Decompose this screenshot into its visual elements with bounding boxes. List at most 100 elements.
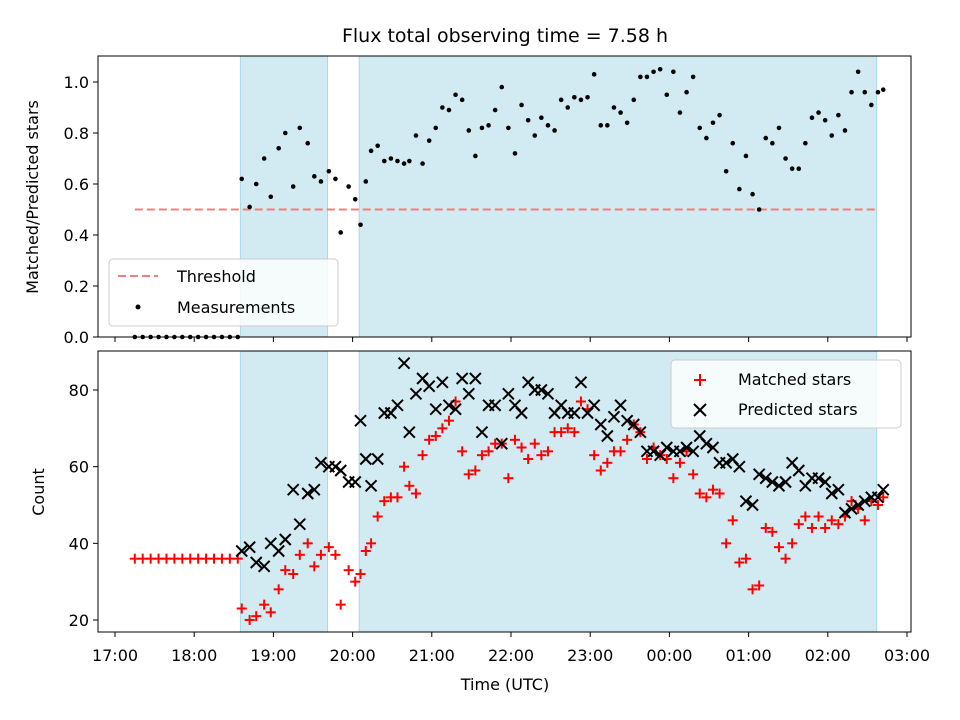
matched-star-point: [516, 442, 527, 453]
measurement-point: [426, 138, 432, 143]
matched-star-point: [476, 450, 487, 461]
matched-star-point: [273, 584, 284, 595]
predicted-star-point: [838, 506, 852, 519]
matched-star-point: [265, 607, 276, 618]
y-tick-label: 0.6: [64, 175, 89, 194]
measurement-point: [624, 120, 630, 126]
measurement-point: [375, 143, 380, 149]
x-b: [766, 475, 779, 489]
matched-star-point: [688, 469, 699, 480]
measurement-point: [717, 112, 722, 118]
x-b: [301, 487, 314, 500]
measurement-point: [552, 128, 557, 133]
measurement-point: [644, 74, 650, 80]
top-shaded-intervals: [239, 55, 878, 338]
predicted-stars-points: [235, 356, 890, 573]
x-b: [416, 372, 429, 385]
x-b: [601, 429, 614, 443]
matched-star-point: [820, 523, 831, 533]
measurement-point: [326, 168, 332, 174]
x-b: [475, 425, 489, 439]
measurement-point: [803, 140, 808, 146]
predicted-star-point: [772, 479, 786, 493]
measurement-point: [697, 125, 703, 131]
measurement-point: [816, 110, 821, 115]
top-y-axis-label: Matched/Predicted stars: [23, 100, 42, 294]
matched-star-point: [562, 423, 573, 434]
matched-star-point: [288, 569, 299, 579]
matched-star-point: [315, 549, 326, 560]
x-b: [462, 387, 475, 401]
x-b: [614, 399, 627, 412]
x-b: [627, 418, 640, 431]
matched-star-point: [503, 473, 514, 484]
matched-star-point: [470, 465, 481, 476]
x-b: [845, 502, 858, 516]
x-b: [541, 387, 555, 401]
x-b: [772, 479, 786, 493]
predicted-star-point: [594, 418, 607, 431]
matched-star-point: [878, 492, 889, 503]
predicted-star-point: [871, 491, 885, 504]
matched-star-point: [589, 450, 600, 461]
top-legend: Threshold Measurements: [108, 258, 339, 327]
matched-star-point: [793, 519, 804, 530]
matched-star-point: [721, 538, 732, 549]
matched-star-point: [754, 580, 765, 591]
predicted-star-point: [877, 483, 890, 496]
x-b: [759, 471, 772, 485]
predicted-star-point: [495, 437, 508, 450]
measurement-point: [381, 158, 387, 164]
measurement-point: [651, 69, 656, 75]
y-tick-label: 80: [69, 381, 89, 400]
measurement-point: [312, 174, 317, 179]
x-b: [403, 425, 416, 439]
predicted-star-point: [779, 475, 792, 489]
matched-star-point: [355, 569, 366, 579]
measurement-point: [558, 97, 564, 103]
measurement-point: [532, 133, 538, 138]
measurement-point: [363, 179, 369, 184]
x-b: [706, 441, 720, 454]
predicted-star-point: [535, 383, 548, 397]
measurement-point: [737, 186, 742, 192]
predicted-star-point: [700, 437, 713, 450]
x-tick-label: 03:00: [884, 646, 930, 665]
matched-star-point: [542, 446, 553, 457]
matched-star-point: [694, 488, 705, 499]
measurement-point: [346, 184, 351, 189]
measurement-point: [809, 115, 815, 120]
matched-star-point: [602, 457, 613, 468]
matched-star-point: [366, 538, 377, 549]
measurement-point: [730, 140, 736, 146]
measurement-point: [664, 92, 670, 98]
x-b: [851, 498, 865, 512]
matched-star-point: [833, 519, 844, 530]
x-b: [719, 456, 733, 470]
x-tick-label: 20:00: [330, 646, 376, 665]
predicted-star-point: [759, 471, 772, 485]
matched-star-point: [767, 526, 778, 537]
measurement-point: [539, 115, 544, 120]
x-b: [364, 479, 378, 493]
x-b: [495, 437, 508, 450]
x-b: [308, 483, 321, 496]
matched-star-point: [280, 565, 291, 576]
matched-star-point: [294, 549, 305, 560]
x-b: [785, 456, 799, 470]
measurement-point: [598, 123, 604, 128]
predicted-star-point: [607, 410, 621, 424]
predicted-star-point: [752, 468, 766, 481]
x-b: [535, 383, 548, 397]
x-tick-label: 19:00: [250, 646, 296, 665]
x-b: [877, 483, 890, 496]
measurement-point: [433, 125, 439, 131]
measurement-point: [420, 161, 425, 166]
x-b: [680, 441, 693, 454]
x-b: [812, 471, 825, 485]
x-tick-label: 01:00: [726, 646, 772, 665]
legend-matched-label: Matched stars: [738, 370, 851, 389]
predicted-star-point: [429, 402, 442, 416]
x-tick-label: 00:00: [646, 646, 692, 665]
x-tick-label: 22:00: [488, 646, 534, 665]
